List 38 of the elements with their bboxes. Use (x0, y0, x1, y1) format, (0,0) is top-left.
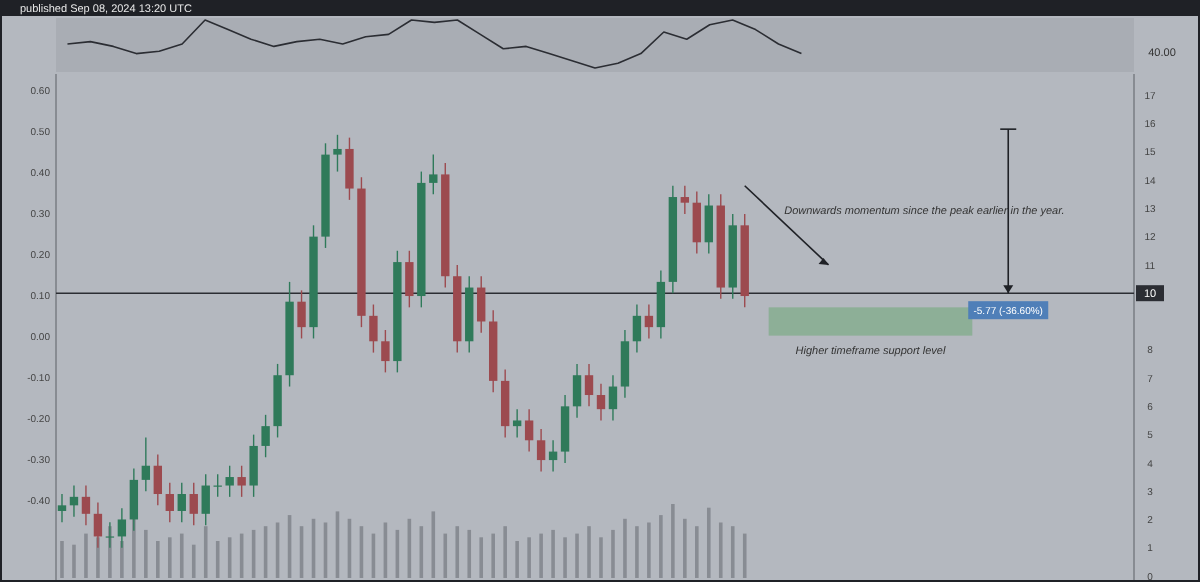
candlestick (369, 303, 378, 354)
candlestick (632, 303, 642, 354)
candlestick (225, 465, 234, 498)
candlestick (524, 408, 534, 453)
candlestick (57, 493, 67, 523)
candlestick (584, 363, 594, 408)
candlestick (608, 374, 618, 422)
candlestick (141, 436, 151, 492)
candlestick (656, 269, 666, 340)
candlestick (69, 484, 79, 518)
candlestick (548, 439, 558, 473)
candlestick (237, 465, 246, 498)
candlestick (333, 134, 342, 173)
candlestick (596, 383, 606, 422)
candlestick (81, 484, 91, 526)
candlestick (536, 428, 546, 473)
candlestick (692, 190, 701, 255)
candlestick (249, 433, 258, 498)
candlestick (177, 482, 186, 523)
candlestick (297, 289, 306, 340)
candlestick (644, 303, 654, 340)
candlestick (153, 453, 162, 507)
candlestick (500, 368, 510, 439)
candlestick (680, 185, 690, 215)
candlestick (405, 250, 414, 309)
candlestick (512, 408, 522, 439)
candlestick (560, 394, 570, 464)
candlestick (477, 275, 486, 334)
candlestick (381, 329, 390, 374)
candlestick (201, 473, 210, 526)
candlestick (261, 414, 270, 458)
candlestick (165, 482, 174, 523)
candlestick (572, 363, 582, 419)
candlestick (345, 136, 354, 201)
candlestick (429, 153, 438, 195)
candlestick (189, 482, 198, 526)
candlestick (704, 193, 713, 255)
candlestick (620, 329, 630, 399)
